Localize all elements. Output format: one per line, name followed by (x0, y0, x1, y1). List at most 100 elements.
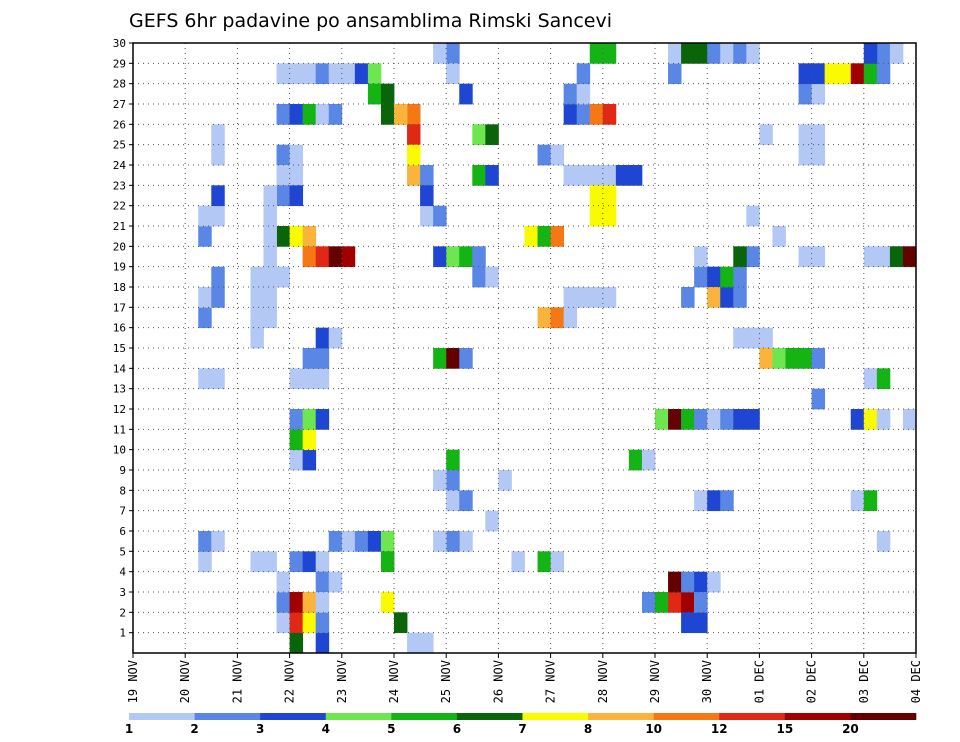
precip-cell (589, 205, 604, 227)
precip-cell (407, 632, 421, 654)
precip-cell (211, 531, 225, 552)
precip-cell (811, 63, 826, 85)
precip-cell (328, 571, 343, 593)
precip-cell (720, 409, 734, 430)
x-axis: 19 NOV 20 NOV 21 NOV 22 NOV 23 NOV 24 NOV 25 N… (126, 653, 923, 703)
precip-cell (524, 226, 538, 247)
precip-cell (198, 551, 212, 573)
precip-cell (668, 592, 682, 613)
precip-cell (263, 226, 277, 247)
precip-cell (315, 612, 330, 634)
precip-cell (681, 571, 695, 593)
precip-cell (707, 571, 721, 593)
precip-cell (811, 144, 826, 166)
chart-title: GEFS 6hr padavine po ansamblima Rimski S… (129, 10, 612, 32)
precip-cell (628, 165, 643, 186)
precip-cell (276, 144, 290, 166)
precip-cell (328, 63, 343, 85)
precip-cell (602, 205, 617, 227)
precip-cell (759, 124, 773, 146)
precip-cell (628, 449, 643, 471)
grid-layer (133, 43, 916, 653)
precip-cell (407, 124, 421, 146)
precip-cell (250, 266, 264, 288)
precip-cell (289, 612, 304, 634)
precip-cell (354, 63, 369, 85)
x-tick-label: 30 NOV (700, 660, 714, 703)
precip-cell (211, 185, 225, 207)
precip-cell (459, 83, 473, 105)
precip-cell (328, 104, 343, 125)
precip-cell (276, 612, 290, 634)
precip-cell (576, 83, 591, 105)
legend-label: 4 (322, 722, 330, 736)
precip-cell (850, 63, 865, 85)
y-tick-label: 9 (119, 464, 126, 477)
precip-cell (433, 531, 447, 552)
legend-label: 15 (776, 722, 793, 736)
x-tick-label: 03 DEC (857, 660, 871, 703)
precip-cell (289, 165, 304, 186)
precip-cell (289, 63, 304, 85)
x-tick-label: 28 NOV (596, 660, 610, 703)
precip-cell (550, 226, 565, 247)
precip-cell (550, 551, 565, 573)
y-tick-label: 22 (113, 200, 126, 213)
x-tick-label: 01 DEC (752, 660, 766, 703)
precip-cell (876, 531, 891, 552)
precip-cell (889, 246, 904, 268)
y-tick-label: 26 (113, 118, 126, 131)
precip-cell (407, 144, 421, 166)
precip-cell (694, 409, 708, 430)
precip-cell (602, 287, 617, 308)
precip-cell (576, 165, 591, 186)
precip-cell (863, 409, 878, 430)
precip-cell (459, 531, 473, 552)
precip-cell (759, 348, 773, 369)
legend-swatch (719, 713, 786, 720)
precip-cell (420, 165, 434, 186)
precip-cell (446, 43, 460, 64)
precip-cell (694, 490, 708, 512)
precip-cell (289, 592, 304, 613)
precip-cell (798, 348, 812, 369)
precip-cell (850, 409, 865, 430)
precip-cell (707, 287, 721, 308)
precip-cell (694, 246, 708, 268)
precip-cell (420, 205, 434, 227)
legend-label: 10 (645, 722, 662, 736)
precip-cell (746, 43, 760, 64)
precip-cell (563, 307, 578, 329)
precip-cell (302, 449, 317, 471)
precip-cell (733, 327, 747, 349)
precip-cell (798, 83, 812, 105)
precip-cell (459, 348, 473, 369)
precip-cell (707, 409, 721, 430)
precip-cell (863, 368, 878, 390)
precip-cell (615, 165, 630, 186)
precip-cell (785, 348, 799, 369)
precip-cell (707, 266, 721, 288)
precip-cell (511, 551, 525, 573)
precip-cell (302, 592, 317, 613)
precip-cell (694, 612, 708, 634)
precip-cell (472, 266, 486, 288)
precip-cell (211, 368, 225, 390)
y-tick-label: 27 (113, 98, 126, 111)
legend-label: 2 (190, 722, 198, 736)
precip-cell (694, 43, 708, 64)
precip-cell (602, 165, 617, 186)
precip-cell (289, 632, 304, 654)
y-tick-label: 12 (113, 403, 126, 416)
precip-cell (602, 185, 617, 207)
precip-cell (289, 551, 304, 573)
precip-cell (407, 104, 421, 125)
y-tick-label: 6 (119, 525, 126, 538)
legend-swatch (850, 713, 917, 720)
y-tick-label: 17 (113, 301, 126, 314)
precip-cell (198, 205, 212, 227)
precip-cell (198, 287, 212, 308)
precip-cell (589, 104, 604, 125)
precip-cell (655, 409, 669, 430)
